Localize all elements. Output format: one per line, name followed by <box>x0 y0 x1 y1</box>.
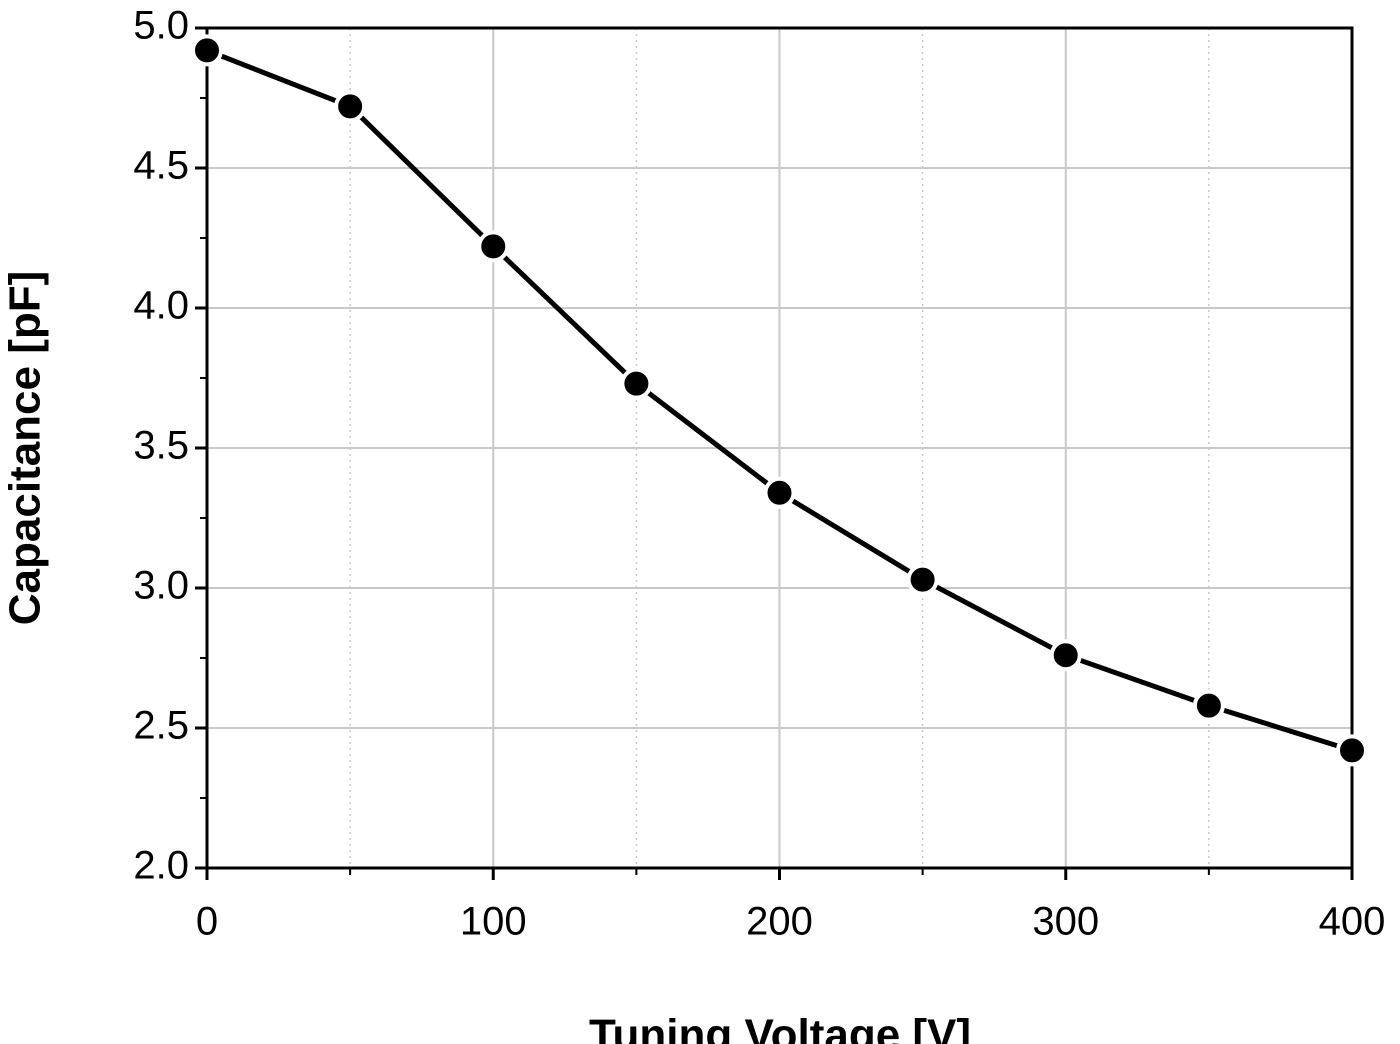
data-point <box>336 92 364 120</box>
data-point <box>909 566 937 594</box>
x-tick-label: 400 <box>1319 900 1386 944</box>
y-tick-label: 3.5 <box>133 424 189 468</box>
x-tick-label: 300 <box>1032 900 1099 944</box>
y-tick-label: 4.0 <box>133 284 189 328</box>
y-tick-label: 2.0 <box>133 844 189 888</box>
data-point <box>766 479 794 507</box>
y-axis-label: Capacitance [pF] <box>1 271 50 626</box>
data-point <box>622 370 650 398</box>
y-tick-label: 4.5 <box>133 144 189 188</box>
x-tick-label: 200 <box>746 900 813 944</box>
x-axis-label: Tuning Voltage [V] <box>589 1011 971 1044</box>
data-point <box>479 232 507 260</box>
y-tick-label: 3.0 <box>133 564 189 608</box>
y-tick-label: 2.5 <box>133 704 189 748</box>
x-tick-label: 0 <box>196 900 218 944</box>
data-point <box>1195 692 1223 720</box>
data-point <box>1052 641 1080 669</box>
data-point <box>193 36 221 64</box>
data-point <box>1338 736 1366 764</box>
y-tick-label: 5.0 <box>133 4 189 48</box>
x-tick-label: 100 <box>460 900 527 944</box>
